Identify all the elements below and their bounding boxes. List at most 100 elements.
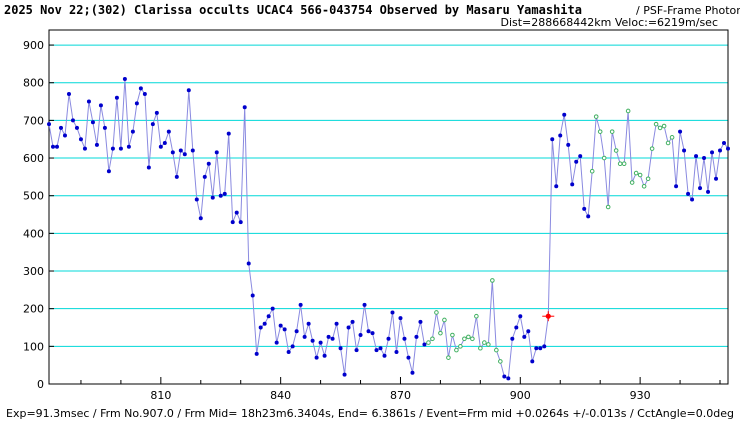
data-point — [390, 310, 395, 315]
data-point — [402, 336, 407, 341]
data-point — [294, 329, 299, 334]
data-point — [202, 174, 207, 179]
data-point — [118, 146, 123, 151]
data-point — [722, 140, 727, 145]
data-point — [613, 148, 619, 153]
data-point — [486, 342, 491, 347]
data-point — [510, 336, 515, 341]
data-point — [122, 76, 127, 81]
data-point — [238, 220, 243, 225]
data-point — [609, 129, 615, 134]
data-point — [582, 206, 587, 211]
data-point — [310, 338, 315, 343]
data-point — [290, 344, 295, 349]
data-point — [554, 184, 559, 189]
data-point — [617, 161, 623, 166]
data-point — [558, 133, 563, 138]
data-point — [86, 99, 91, 104]
y-tick-label-600: 600 — [23, 152, 44, 165]
x-tick-label-900: 900 — [510, 389, 531, 402]
x-tick-label-840: 840 — [270, 389, 291, 402]
data-point — [649, 146, 655, 151]
data-point — [246, 261, 251, 266]
data-point — [462, 336, 467, 342]
data-point — [514, 325, 519, 330]
data-point — [322, 353, 327, 358]
data-point — [434, 310, 439, 315]
data-point — [633, 170, 639, 176]
y-axis-ticks: 0 100 200 300 400 500 600 700 800 900 — [23, 39, 54, 391]
data-point — [154, 110, 159, 115]
data-point — [450, 332, 455, 338]
data-point — [566, 142, 571, 147]
data-point — [250, 293, 255, 298]
data-point — [270, 306, 275, 311]
data-point — [522, 334, 527, 339]
data-point — [718, 148, 723, 153]
data-point — [593, 114, 599, 119]
data-point — [342, 372, 347, 377]
y-tick-label-300: 300 — [23, 265, 44, 278]
data-point — [334, 321, 339, 326]
data-point — [406, 355, 411, 360]
y-tick-label-700: 700 — [23, 114, 44, 127]
data-point — [641, 183, 647, 189]
data-point — [710, 150, 715, 155]
data-point — [438, 330, 443, 336]
data-point — [214, 150, 219, 155]
data-point — [254, 351, 259, 356]
data-point — [54, 144, 59, 149]
data-point — [550, 137, 555, 142]
data-point — [366, 329, 371, 334]
data-point — [194, 197, 199, 202]
data-point — [298, 302, 303, 307]
data-point — [410, 370, 415, 375]
data-point — [706, 189, 711, 194]
y-tick-label-800: 800 — [23, 77, 44, 90]
data-point — [338, 346, 343, 351]
data-point — [58, 125, 63, 130]
data-point — [678, 129, 683, 134]
y-tick-label-900: 900 — [23, 39, 44, 52]
data-point — [198, 216, 203, 221]
data-point — [374, 348, 379, 353]
data-point — [358, 333, 363, 338]
data-point — [302, 334, 307, 339]
data-point — [258, 325, 263, 330]
data-point — [242, 105, 247, 110]
data-point — [625, 108, 631, 114]
data-point — [274, 340, 279, 345]
data-point — [70, 118, 75, 123]
data-point — [138, 86, 143, 91]
data-point — [669, 135, 675, 140]
data-point — [98, 103, 103, 108]
data-point — [482, 340, 487, 345]
data-point — [182, 152, 187, 157]
series-lines — [48, 78, 729, 380]
data-point — [278, 323, 283, 328]
data-point — [629, 180, 635, 185]
data-point — [386, 336, 391, 341]
data-point — [370, 331, 375, 336]
data-point — [526, 329, 531, 334]
data-point — [637, 172, 643, 178]
dist-veloc-label: Dist=288668442km Veloc:=6219m/sec — [500, 16, 718, 29]
data-point — [170, 150, 175, 155]
data-point — [458, 344, 463, 349]
data-point — [150, 122, 155, 127]
data-point — [262, 321, 267, 326]
data-point — [314, 355, 319, 360]
data-point — [166, 129, 171, 134]
data-point — [398, 316, 403, 321]
data-point — [653, 121, 659, 127]
data-point — [114, 95, 119, 100]
data-point — [350, 319, 355, 324]
x-tick-label-810: 810 — [150, 389, 171, 402]
data-point — [506, 376, 511, 381]
data-point — [186, 88, 191, 93]
data-point — [82, 146, 87, 151]
data-point — [286, 349, 291, 354]
y-tick-label-100: 100 — [23, 340, 44, 353]
data-point — [210, 195, 215, 200]
data-point — [589, 168, 595, 174]
